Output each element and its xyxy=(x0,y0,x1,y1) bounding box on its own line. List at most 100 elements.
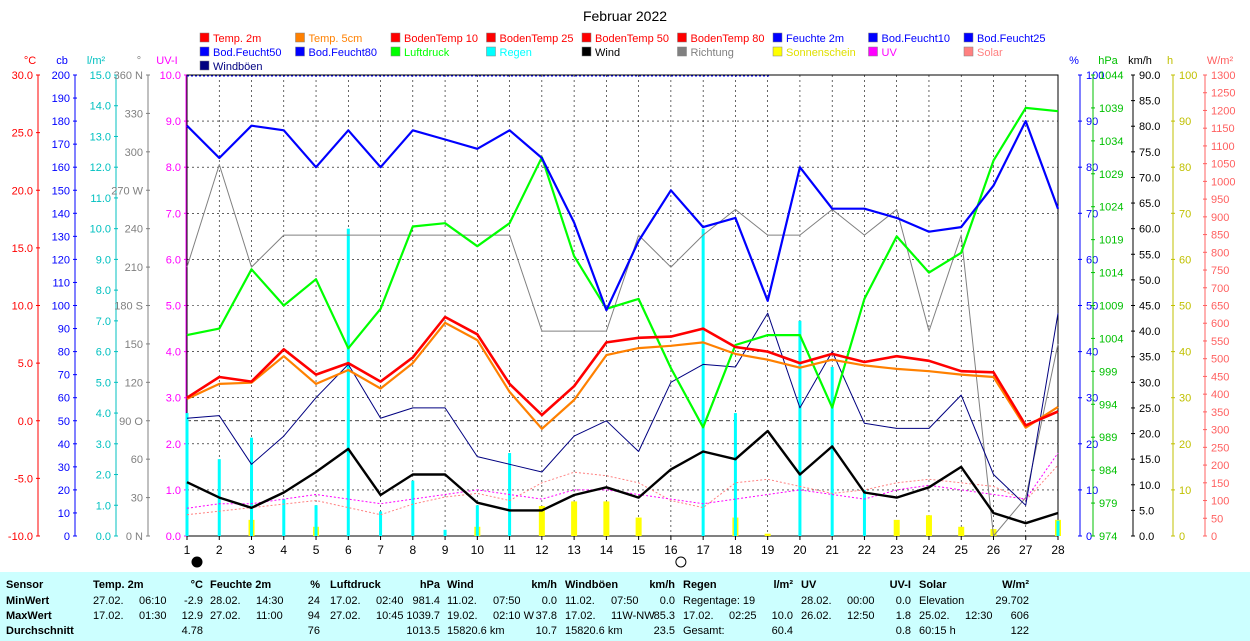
axis-tick-label: 30 xyxy=(1086,393,1098,405)
stats-value: 0.0 xyxy=(659,595,675,607)
rain-bar xyxy=(862,489,866,536)
axis-tick-label: 974 xyxy=(1099,531,1117,543)
legend-swatch xyxy=(963,32,974,43)
legend-label: Luftdruck xyxy=(404,47,450,59)
stats-group: Regen l/m² Regentage: 19 17.02. 02:25 10.0 Ges… xyxy=(683,572,793,641)
stats-group: Temp. 2m °C 27.02. 06:10 -2.9 17.02. 01:30 12.9… xyxy=(93,572,203,641)
stats-date: 17.02. xyxy=(683,610,714,622)
stats-row: 76 xyxy=(210,624,320,639)
x-tick-label: 9 xyxy=(442,543,449,557)
series-lines xyxy=(186,75,1060,537)
stats-row-label: Durchschnitt xyxy=(6,625,74,637)
axis-tick-label: 1004 xyxy=(1099,333,1123,345)
legend-label: BodenTemp 50 xyxy=(595,33,669,45)
stats-row: MaxWert xyxy=(6,609,86,624)
legend-label: Feuchte 2m xyxy=(786,33,844,45)
stats-row: 27.02. 06:10 -2.9 xyxy=(93,594,203,609)
stats-date: 15820.6 km xyxy=(565,625,623,637)
stats-value: 0.8 xyxy=(895,625,911,637)
stats-row: 25.02. 12:30 606 xyxy=(919,609,1029,624)
axis-tick-label: 40 xyxy=(58,439,70,451)
x-tick-label: 10 xyxy=(471,543,485,557)
x-tick-label: 15 xyxy=(632,543,646,557)
legend-label: Temp. 2m xyxy=(213,33,261,45)
stats-date: 60:15 h xyxy=(919,625,956,637)
axis-tick-label: 1029 xyxy=(1099,169,1123,181)
legend-label: BodenTemp 80 xyxy=(691,33,765,45)
axis-tick-label: 330 xyxy=(125,108,143,120)
x-tick-label: 19 xyxy=(761,543,775,557)
axis-unit-label: h xyxy=(1167,55,1173,67)
axis-unit-label: cb xyxy=(56,55,68,67)
axis-tick-label: 5.0 xyxy=(166,301,181,313)
axis-tick-label: 10.0 xyxy=(12,301,33,313)
stats-date: 11.02. xyxy=(565,595,595,607)
x-tick-label: 28 xyxy=(1051,543,1065,557)
axis-tick-label: 120 xyxy=(52,254,70,266)
x-tick-label: 22 xyxy=(858,543,872,557)
axis-tick-label: 5.0 xyxy=(96,377,111,389)
axis-tick-label: 25.0 xyxy=(12,128,33,140)
stats-unit: W/m² xyxy=(1002,579,1029,591)
rain-bar xyxy=(830,366,834,536)
stats-date: 17.02. xyxy=(330,595,361,607)
axis-tick-label: 10 xyxy=(1086,485,1098,497)
stats-title: Luftdruck xyxy=(330,579,381,591)
axis-tick-label: 0 N xyxy=(126,531,143,543)
axis-tick-label: 55.0 xyxy=(1139,249,1160,261)
stats-group: Solar W/m² Elevation 29.702 25.02. 12:30 606 60… xyxy=(919,572,1029,641)
axis-tick-label: 50.0 xyxy=(1139,275,1160,287)
x-tick-label: 20 xyxy=(793,543,807,557)
x-tick-label: 5 xyxy=(313,543,320,557)
legend-swatch xyxy=(199,32,210,43)
stats-header: Wind km/h xyxy=(447,578,557,593)
stats-row: 1013.5 xyxy=(330,624,440,639)
axis-tick-label: 1039 xyxy=(1099,103,1123,115)
axis-tick-label: 1044 xyxy=(1099,70,1123,82)
sunshine-bar xyxy=(603,501,610,536)
rain-bar xyxy=(346,228,350,536)
axis-tick-label: 984 xyxy=(1099,465,1117,477)
axis-tick-label: 1019 xyxy=(1099,235,1123,247)
stats-row: 11.02. 07:50 0.0 xyxy=(565,594,675,609)
axis-tick-label: 50 xyxy=(1179,301,1191,313)
axis-tick-label: 70 xyxy=(1086,208,1098,220)
stats-row: MinWert xyxy=(6,594,86,609)
rain-bar xyxy=(250,437,254,536)
axis-tick-label: 14.0 xyxy=(90,101,111,113)
stats-group: Sensor MinWert MaxWert Durchschnitt xyxy=(6,572,86,641)
stats-time: 10:45 xyxy=(376,610,404,622)
stats-title: Sensor xyxy=(6,579,44,591)
stats-time: 00:00 xyxy=(847,595,875,607)
axis-tick-label: -10.0 xyxy=(8,531,33,543)
x-tick-label: 11 xyxy=(503,543,516,557)
x-tick-label: 2 xyxy=(216,543,223,557)
axis-tick-label: 80 xyxy=(1179,162,1191,174)
rain-bar xyxy=(411,480,415,536)
legend-label: Solar xyxy=(977,47,1003,59)
stats-value: 10.7 xyxy=(535,625,557,637)
axis-tick-label: 15.0 xyxy=(12,243,33,255)
sunshine-bar xyxy=(538,506,545,536)
legend-label: Windböen xyxy=(213,61,263,73)
series-line-wind xyxy=(186,429,1059,525)
axis-tick-label: 850 xyxy=(1211,230,1229,242)
axis-tick-label: 1034 xyxy=(1099,136,1123,148)
axis-tick-label: 10.0 xyxy=(90,224,111,236)
grid xyxy=(187,75,1058,536)
sunshine-bar xyxy=(635,517,642,536)
series-line-temp-5cm xyxy=(186,321,1059,430)
x-tick-label: 27 xyxy=(1019,543,1033,557)
x-tick-label: 25 xyxy=(955,543,969,557)
stats-value: 24 xyxy=(307,595,320,607)
stats-row: 11.02. 07:50 0.0 xyxy=(447,594,557,609)
legend-swatch xyxy=(390,46,401,57)
axis-tick-label: 3.0 xyxy=(166,393,181,405)
moon-phase-icon xyxy=(675,556,687,568)
axis-unit-label: W/m² xyxy=(1207,55,1234,67)
axis-tick-label: 979 xyxy=(1099,498,1117,510)
stats-date: 27.02. xyxy=(93,595,124,607)
x-tick-label: 16 xyxy=(664,543,678,557)
series-line-luftdruck xyxy=(186,106,1059,429)
legend-label: BodenTemp 10 xyxy=(404,33,478,45)
